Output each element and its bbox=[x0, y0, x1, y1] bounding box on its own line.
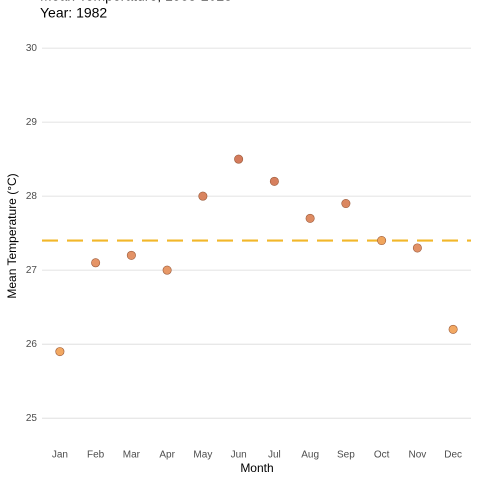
x-tick-label: May bbox=[193, 450, 212, 461]
y-tick-label: 28 bbox=[26, 191, 38, 202]
point bbox=[91, 258, 101, 268]
y-tick-label: 26 bbox=[26, 339, 38, 350]
point bbox=[448, 324, 458, 334]
chart-subtitle: Year: 1982 bbox=[40, 5, 107, 21]
y-tick-label: 27 bbox=[26, 265, 38, 276]
x-tick-label: Dec bbox=[444, 450, 462, 461]
y-tick-label: 25 bbox=[26, 413, 38, 424]
x-tick-label: Jan bbox=[52, 450, 68, 461]
point bbox=[412, 243, 422, 253]
point bbox=[162, 265, 172, 275]
point bbox=[234, 154, 244, 164]
point bbox=[269, 176, 279, 186]
point bbox=[305, 213, 315, 223]
y-tick-label: 29 bbox=[26, 117, 38, 128]
y-tick-label: 30 bbox=[26, 43, 38, 54]
point bbox=[341, 199, 351, 209]
x-tick-label: Mar bbox=[123, 450, 141, 461]
point bbox=[126, 250, 136, 260]
x-tick-label: Oct bbox=[374, 450, 390, 461]
x-tick-label: Aug bbox=[301, 450, 319, 461]
chart-title: Mean Temperature, 1983-2023 bbox=[40, 0, 232, 4]
point bbox=[55, 347, 65, 357]
x-tick-label: Apr bbox=[159, 450, 175, 461]
point bbox=[198, 191, 208, 201]
x-tick-label: Feb bbox=[87, 450, 105, 461]
x-tick-label: Jul bbox=[268, 450, 281, 461]
x-axis-label: Month bbox=[240, 461, 273, 475]
point bbox=[377, 236, 387, 246]
x-tick-label: Sep bbox=[337, 450, 355, 461]
x-tick-label: Nov bbox=[408, 450, 426, 461]
y-axis-label: Mean Temperature (°C) bbox=[5, 173, 19, 298]
x-tick-label: Jun bbox=[231, 450, 247, 461]
